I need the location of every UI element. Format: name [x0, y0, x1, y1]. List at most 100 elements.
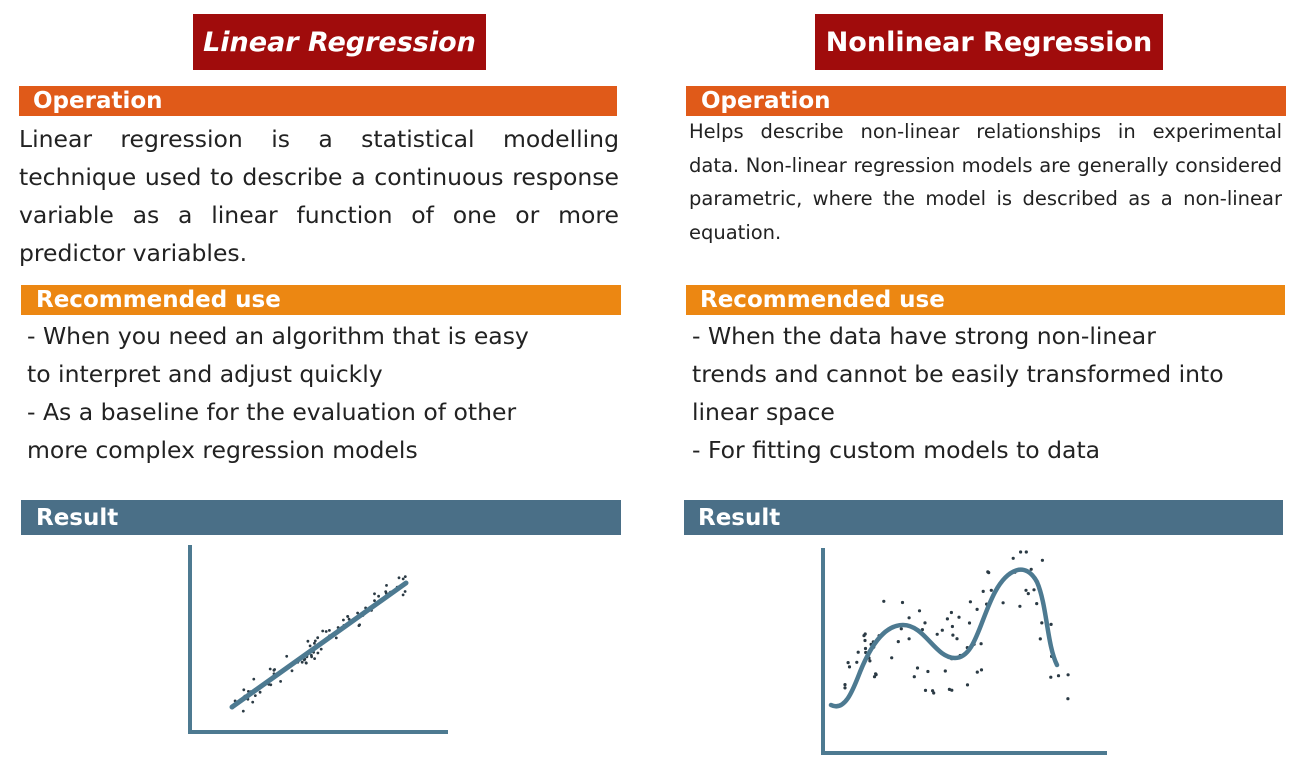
nonlinear-data-point	[846, 661, 850, 665]
linear-title-text: Linear Regression	[203, 26, 476, 58]
linear-data-point	[358, 623, 361, 627]
nonlinear-data-point	[1035, 602, 1039, 606]
linear-data-point	[397, 576, 401, 580]
nonlinear-result-header-text: Result	[698, 504, 781, 531]
linear-data-point	[373, 599, 376, 602]
linear-data-point	[242, 688, 246, 692]
list-item: more complex regression models	[27, 436, 418, 464]
nonlinear-data-point	[843, 686, 847, 690]
linear-data-point	[334, 636, 338, 640]
nonlinear-data-point	[950, 624, 954, 629]
nonlinear-data-point	[847, 665, 852, 669]
nonlinear-data-point	[979, 668, 984, 672]
nonlinear-data-point	[890, 656, 894, 660]
nonlinear-regression-plot	[821, 548, 1107, 755]
linear-data-point	[403, 575, 407, 578]
nonlinear-plot-axes	[821, 548, 1107, 755]
linear-data-point	[385, 584, 388, 587]
nonlinear-data-point	[1049, 622, 1053, 626]
linear-data-point	[321, 629, 325, 633]
nonlinear-data-point	[940, 628, 944, 632]
nonlinear-data-point	[874, 672, 878, 676]
nonlinear-data-point	[912, 675, 916, 679]
linear-data-point	[306, 639, 310, 643]
nonlinear-data-point	[907, 637, 911, 641]
nonlinear-data-point	[900, 600, 905, 605]
nonlinear-data-point	[1001, 601, 1005, 605]
nonlinear-data-point	[1032, 588, 1036, 592]
linear-data-point	[258, 690, 262, 694]
linear-data-point	[316, 651, 320, 655]
nonlinear-data-point	[843, 683, 847, 687]
linear-data-point	[377, 594, 380, 598]
list-item: linear space	[692, 398, 835, 426]
nonlinear-data-point	[1066, 697, 1070, 701]
linear-data-point	[313, 639, 317, 643]
nonlinear-data-point	[923, 688, 928, 692]
nonlinear-data-point	[979, 642, 983, 646]
nonlinear-data-point	[968, 600, 972, 604]
linear-plot-axes	[188, 545, 448, 734]
linear-data-point	[324, 630, 328, 633]
linear-data-point	[346, 615, 350, 618]
nonlinear-data-point	[965, 683, 970, 687]
nonlinear-data-point	[920, 628, 924, 632]
nonlinear-operation-text: Helps describe non-linear relationships …	[689, 120, 1282, 244]
nonlinear-data-point	[949, 610, 953, 615]
nonlinear-data-point	[1011, 556, 1015, 560]
nonlinear-fit-curve	[828, 567, 1060, 709]
nonlinear-data-point	[1038, 637, 1042, 641]
linear-operation-header-text: Operation	[33, 88, 163, 114]
linear-data-point	[300, 660, 304, 664]
list-item: to interpret and adjust quickly	[27, 360, 383, 388]
nonlinear-plot-points	[843, 550, 1070, 701]
nonlinear-data-point	[868, 659, 872, 663]
nonlinear-data-point	[917, 609, 922, 613]
nonlinear-data-point	[923, 621, 927, 625]
linear-data-point	[316, 636, 320, 640]
linear-data-point	[401, 577, 405, 581]
linear-data-point	[401, 593, 405, 597]
nonlinear-data-point	[1019, 550, 1023, 554]
linear-regression-title: Linear Regression	[193, 14, 486, 70]
linear-data-point	[290, 669, 294, 673]
nonlinear-data-point	[862, 634, 866, 638]
nonlinear-data-point	[1040, 558, 1044, 562]
nonlinear-data-point	[915, 666, 920, 670]
nonlinear-data-point	[931, 689, 935, 693]
linear-data-point	[279, 680, 282, 683]
linear-operation-header: Operation	[19, 86, 617, 116]
linear-data-point	[304, 661, 308, 665]
linear-data-point	[251, 700, 255, 704]
linear-data-point	[285, 654, 289, 658]
nonlinear-data-point	[1024, 550, 1028, 554]
nonlinear-operation-header: Operation	[686, 86, 1286, 116]
list-item: - When the data have strong non-linear	[692, 322, 1156, 350]
linear-data-point	[310, 655, 313, 659]
nonlinear-data-point	[943, 669, 947, 673]
list-item: - When you need an algorithm that is eas…	[27, 322, 529, 350]
linear-recommended-list: - When you need an algorithm that is eas…	[27, 317, 617, 469]
nonlinear-data-point	[882, 599, 886, 603]
list-item: trends and cannot be easily transformed …	[692, 360, 1224, 388]
linear-recommended-header: Recommended use	[21, 285, 621, 315]
list-item: - As a baseline for the evaluation of ot…	[27, 398, 517, 426]
linear-data-point	[373, 592, 376, 596]
list-item: - For fitting custom models to data	[692, 436, 1101, 464]
nonlinear-data-point	[967, 621, 972, 625]
nonlinear-data-point	[950, 688, 954, 692]
nonlinear-data-point	[957, 615, 961, 619]
linear-data-point	[319, 647, 323, 651]
nonlinear-data-point	[945, 617, 949, 621]
nonlinear-title-text: Nonlinear Regression	[825, 26, 1153, 58]
nonlinear-recommended-list: - When the data have strong non-linear t…	[692, 317, 1282, 469]
linear-data-point	[403, 590, 407, 593]
nonlinear-data-point	[926, 669, 930, 674]
linear-fit-line	[229, 580, 409, 710]
nonlinear-data-point	[856, 650, 860, 654]
nonlinear-recommended-header: Recommended use	[686, 285, 1285, 315]
linear-data-point	[268, 667, 272, 671]
nonlinear-data-point	[981, 589, 985, 593]
nonlinear-data-point	[1049, 675, 1053, 679]
nonlinear-recommended-header-text: Recommended use	[700, 287, 945, 313]
